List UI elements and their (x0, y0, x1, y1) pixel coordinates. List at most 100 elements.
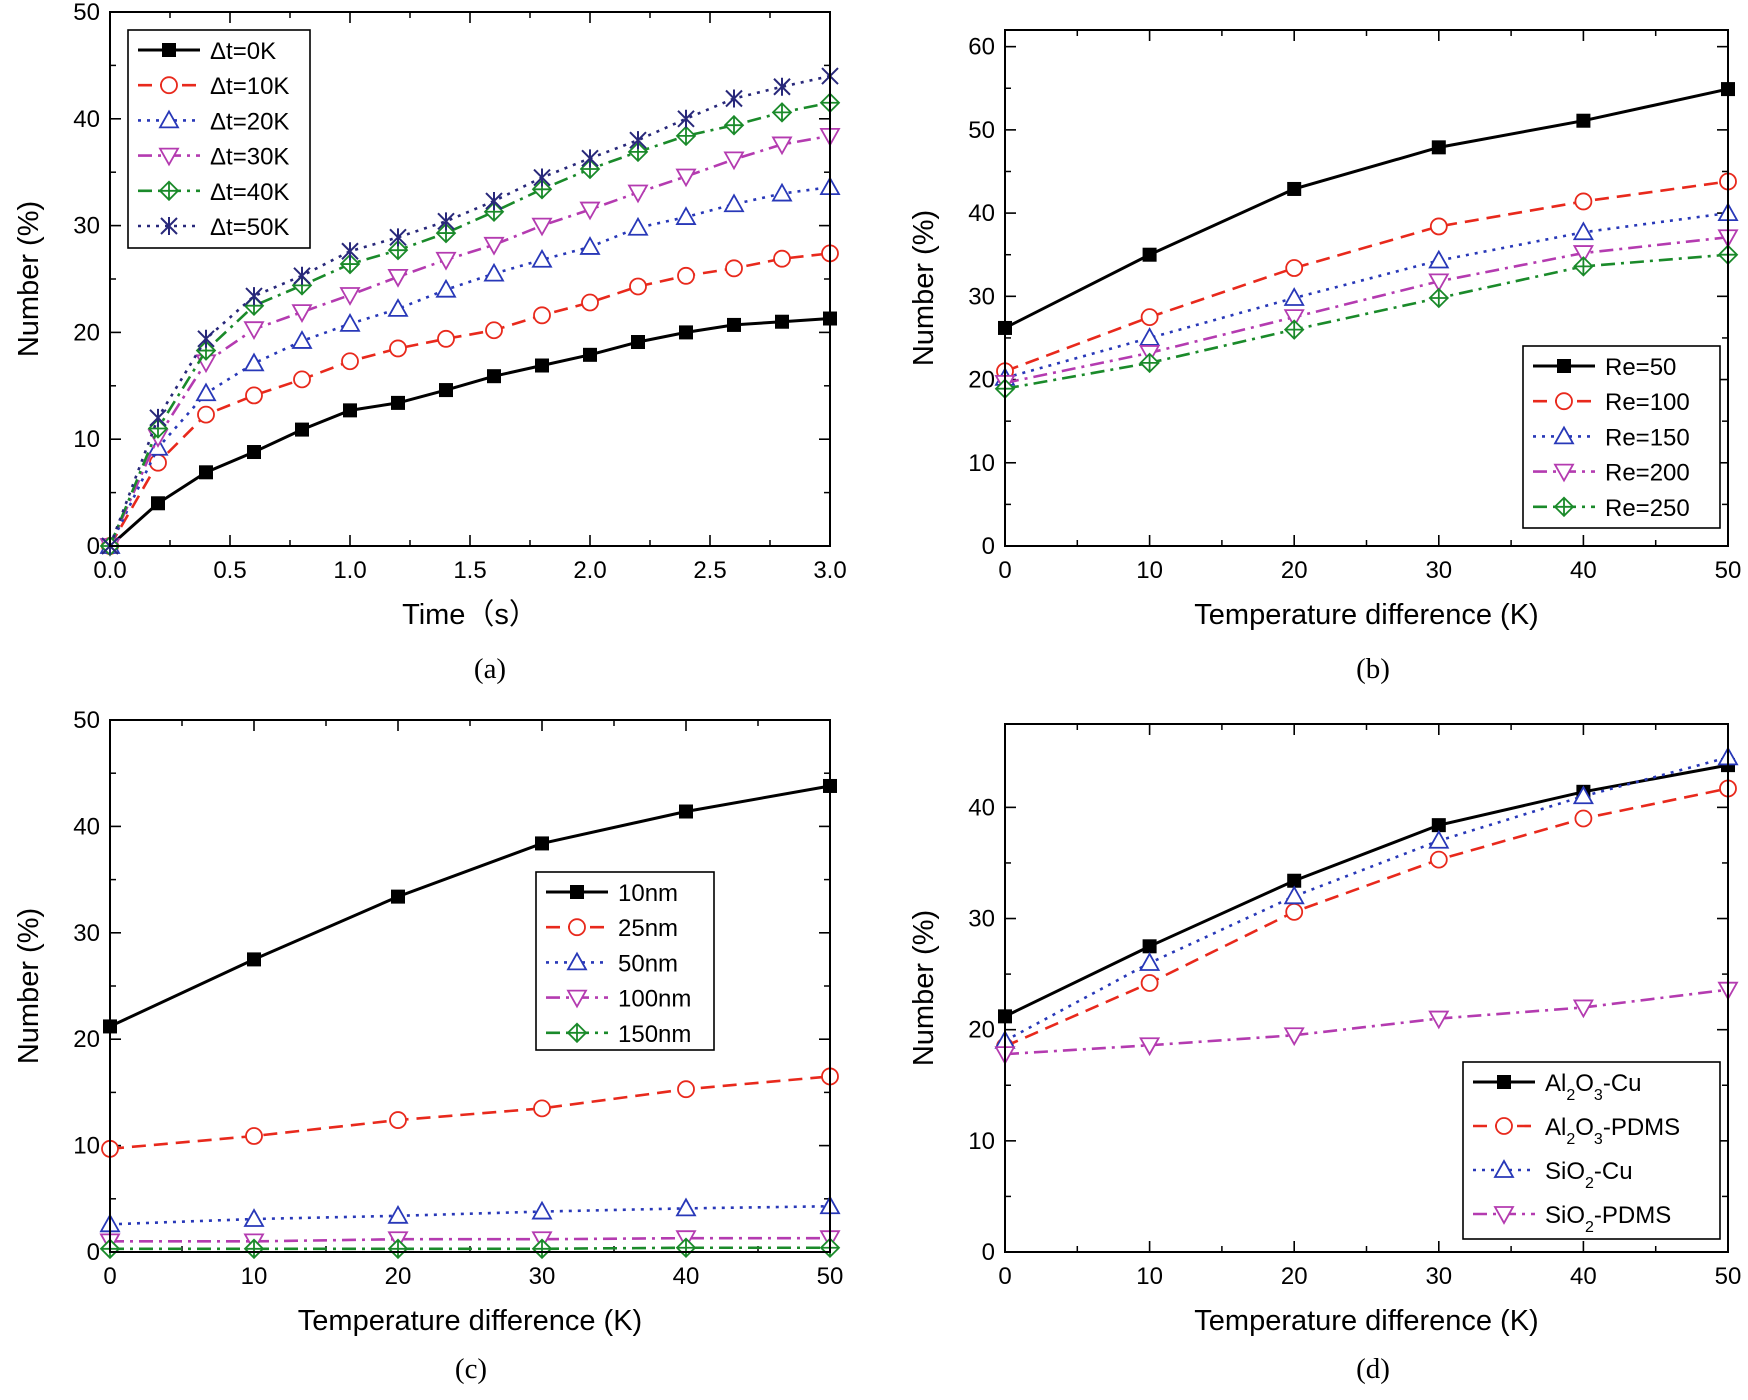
data-point-marker (1285, 902, 1304, 921)
legend-label-part: O (1575, 1114, 1594, 1141)
data-point-marker (243, 352, 265, 372)
legend-label-part: -Cu (1594, 1158, 1633, 1185)
legend-label: Re=200 (1605, 460, 1690, 487)
data-point-marker (677, 1080, 695, 1099)
data-point-marker (437, 212, 455, 231)
y-tick-label: 40 (73, 813, 100, 840)
y-tick-label: 30 (968, 283, 995, 310)
legend-marker (1493, 1159, 1515, 1178)
y-axis-label: Number (%) (13, 201, 45, 357)
y-axis-label: Number (%) (908, 210, 940, 366)
data-point-marker (435, 251, 457, 271)
x-tick-label: 1.5 (453, 557, 486, 584)
legend-label: Al2O3-PDMS (1545, 1114, 1680, 1148)
data-point-marker (1428, 249, 1450, 269)
data-point-marker (535, 836, 549, 851)
legend-marker (1495, 1117, 1513, 1135)
data-point-marker (149, 408, 167, 427)
data-point-marker (339, 253, 361, 275)
data-point-marker (389, 1111, 407, 1129)
data-point-marker (679, 325, 693, 340)
data-point-marker (677, 266, 695, 285)
y-tick-label: 50 (968, 117, 995, 144)
y-axis-label: Number (%) (13, 908, 45, 1064)
data-point-marker (579, 201, 601, 221)
data-point-marker (147, 418, 169, 439)
y-tick-label: 10 (73, 426, 100, 453)
series-line-4 (1004, 988, 1729, 1056)
legend-label: 50nm (618, 950, 678, 977)
plot-frame (109, 719, 831, 1253)
panel-caption: (d) (1356, 1353, 1390, 1385)
x-tick-label: 50 (817, 1263, 844, 1290)
y-tick-label: 50 (73, 0, 100, 26)
data-point-marker (677, 109, 695, 128)
data-point-marker (247, 445, 261, 460)
data-point-marker (243, 1238, 265, 1260)
x-tick-label: 20 (1281, 1263, 1308, 1290)
data-point-marker (195, 382, 217, 402)
data-point-marker (339, 287, 361, 306)
legend-marker (570, 885, 584, 899)
data-point-marker (293, 266, 311, 285)
data-point-marker (679, 804, 693, 819)
series-line-2 (109, 1075, 831, 1151)
x-tick-label: 50 (1715, 1263, 1742, 1290)
x-tick-label: 0.0 (93, 557, 126, 584)
legend-label-part: 3 (1594, 1087, 1603, 1104)
data-point-marker (675, 1197, 697, 1217)
series-line-3 (108, 185, 831, 547)
legend-marker (158, 147, 180, 167)
legend-marker (568, 918, 586, 937)
data-point-marker (1572, 245, 1594, 264)
chart-panel-1: 0.0 0.5 1.0 1.5 2.0 2.5 3.0 0 10 20 30 40 50 Time（s） N… (13, 0, 847, 685)
legend-label: SiO2-PDMS (1545, 1202, 1671, 1236)
legend-marker (1555, 392, 1573, 411)
data-point-marker (389, 339, 407, 358)
data-point-marker (1287, 873, 1302, 888)
data-point-marker (1431, 140, 1446, 155)
series-line-5 (1004, 253, 1729, 390)
data-point-marker (1283, 309, 1305, 328)
series-line-5 (110, 1246, 830, 1251)
data-point-marker (247, 952, 261, 967)
data-point-marker (151, 496, 165, 511)
data-point-marker (387, 239, 409, 261)
data-point-marker (773, 249, 791, 268)
series-line-4 (110, 1236, 830, 1243)
data-point-marker (1572, 221, 1594, 241)
data-point-marker (723, 193, 745, 213)
data-point-marker (775, 314, 789, 329)
data-point-marker (675, 125, 697, 147)
data-point-marker (245, 287, 263, 306)
data-point-marker (725, 89, 743, 108)
legend-label-part: 2 (1585, 1219, 1594, 1236)
data-point-marker (389, 228, 407, 247)
legend-label: Δt=10K (210, 73, 289, 100)
data-point-marker (1428, 287, 1450, 309)
x-tick-label: 50 (1715, 557, 1742, 584)
data-point-marker (391, 395, 405, 410)
series-line-4 (108, 134, 831, 547)
data-point-marker (387, 1204, 409, 1224)
y-tick-label: 0 (87, 1239, 100, 1266)
series-line-2 (1004, 180, 1729, 373)
plot-frame (1004, 29, 1729, 547)
data-point-marker (1574, 192, 1593, 211)
data-point-marker (1283, 319, 1305, 340)
y-tick-label: 20 (73, 1026, 100, 1053)
legend-label: Re=250 (1605, 495, 1690, 522)
data-point-marker (675, 168, 697, 188)
data-point-marker (579, 158, 601, 180)
legend-label: Δt=50K (210, 214, 289, 241)
panel-caption: (b) (1356, 653, 1390, 685)
data-point-marker (439, 383, 453, 398)
data-point-marker (675, 1237, 697, 1259)
data-point-marker (149, 453, 167, 472)
legend-label-part: O (1575, 1070, 1594, 1097)
data-point-marker (531, 217, 553, 237)
legend-box (127, 29, 311, 249)
x-axis-label: Time（s） (402, 599, 538, 631)
data-point-marker (675, 206, 697, 225)
